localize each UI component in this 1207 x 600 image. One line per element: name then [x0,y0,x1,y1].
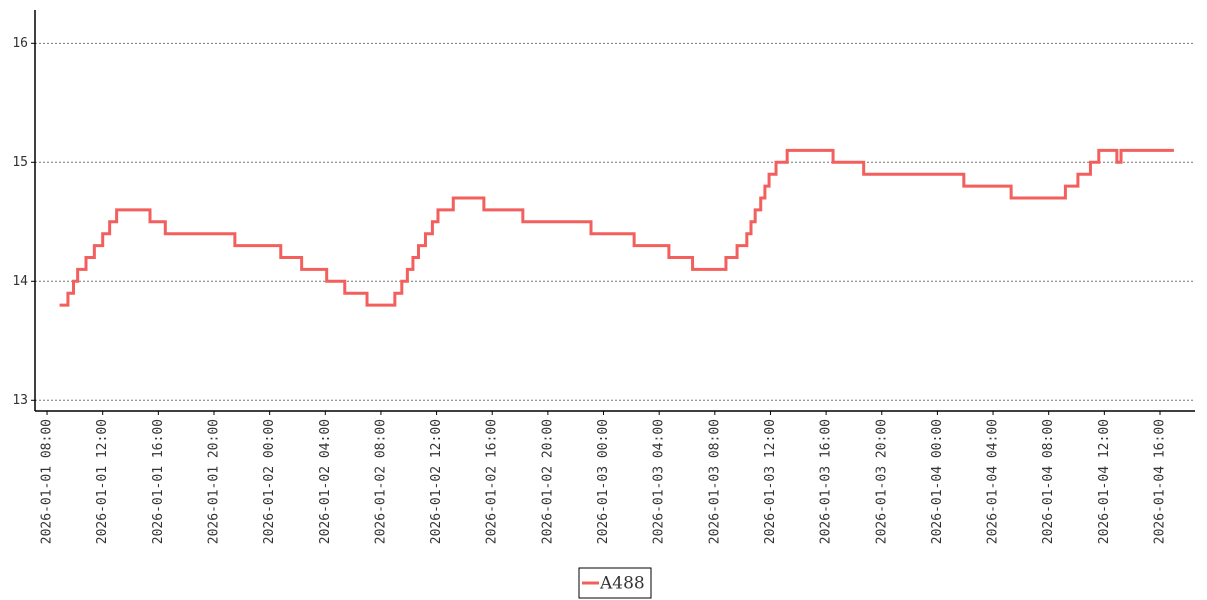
x-tick-label: 2026-01-02 12:00 [429,419,444,544]
y-tick-label: 15 [12,155,28,170]
x-tick-label: 2026-01-03 20:00 [874,419,889,544]
x-tick-label: 2026-01-01 12:00 [95,419,110,544]
x-tick-label: 2026-01-02 04:00 [318,419,333,544]
x-tick-label: 2026-01-04 08:00 [1041,419,1056,544]
y-tick-label: 13 [12,393,28,408]
x-tick-label: 2026-01-02 16:00 [485,419,500,544]
data-line [59,148,1174,307]
x-tick-label: 2026-01-01 20:00 [206,419,221,544]
x-tick-label: 2026-01-02 00:00 [262,419,277,544]
x-tick-label: 2026-01-03 12:00 [763,419,778,544]
y-tick-label: 16 [12,36,28,51]
x-tick-label: 2026-01-03 08:00 [707,419,722,544]
x-tick-label: 2026-01-03 00:00 [596,419,611,544]
x-tick-label: 2026-01-01 16:00 [151,419,166,544]
y-tick-label: 14 [12,274,28,289]
x-tick-label: 2026-01-04 12:00 [1097,419,1112,544]
x-tick-label: 2026-01-04 16:00 [1152,419,1167,544]
x-tick-label: 2026-01-02 20:00 [540,419,555,544]
x-tick-label: 2026-01-04 04:00 [986,419,1001,544]
legend-label: A488 [599,574,645,594]
x-tick-label: 2026-01-03 04:00 [652,419,667,544]
x-tick-label: 2026-01-01 08:00 [40,419,55,544]
x-tick-label: 2026-01-03 16:00 [819,419,834,544]
x-tick-label: 2026-01-04 00:00 [930,419,945,544]
x-tick-label: 2026-01-02 08:00 [373,419,388,544]
